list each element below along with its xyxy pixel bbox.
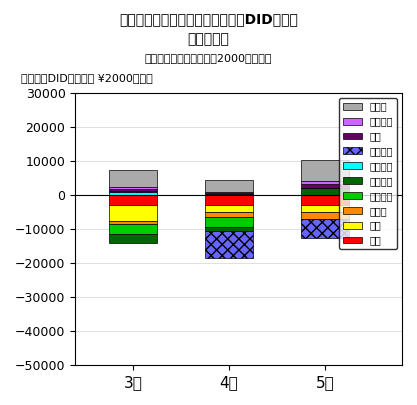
Bar bbox=[205, 217, 253, 227]
Bar bbox=[109, 221, 157, 224]
Bar bbox=[301, 160, 349, 181]
Text: ［関　東］: ［関 東］ bbox=[188, 32, 229, 47]
Bar bbox=[109, 170, 157, 187]
Bar bbox=[301, 212, 349, 219]
Text: 例年とのDID支出額差 ¥2000年実質: 例年とのDID支出額差 ¥2000年実質 bbox=[21, 73, 153, 83]
Bar bbox=[109, 224, 157, 234]
Bar bbox=[205, 194, 253, 195]
Bar bbox=[301, 181, 349, 184]
Bar bbox=[205, 192, 253, 193]
Bar bbox=[205, 227, 253, 231]
Bar bbox=[109, 234, 157, 243]
Bar bbox=[109, 195, 157, 205]
Bar bbox=[301, 195, 349, 205]
Legend: 他支出, 教養娯楽, 教育, 交通通信, 保健医療, 被覆履物, 家具家事, 水光熱, 住居, 食料: 他支出, 教養娯楽, 教育, 交通通信, 保健医療, 被覆履物, 家具家事, 水… bbox=[339, 98, 397, 249]
Bar bbox=[205, 180, 253, 192]
Bar bbox=[205, 231, 253, 258]
Bar bbox=[109, 189, 157, 191]
Bar bbox=[205, 212, 253, 217]
Bar bbox=[301, 205, 349, 212]
Text: 東日本大震災後の費目別家計支出DID変化額: 東日本大震災後の費目別家計支出DID変化額 bbox=[119, 12, 298, 26]
Text: （総務省家計調査月報・2000年実質）: （総務省家計調査月報・2000年実質） bbox=[145, 53, 272, 63]
Bar bbox=[109, 187, 157, 189]
Bar bbox=[109, 205, 157, 221]
Bar bbox=[301, 184, 349, 188]
Bar bbox=[205, 193, 253, 194]
Bar bbox=[109, 191, 157, 192]
Bar bbox=[109, 192, 157, 195]
Bar bbox=[301, 188, 349, 195]
Bar bbox=[205, 195, 253, 205]
Bar bbox=[205, 205, 253, 212]
Bar bbox=[301, 219, 349, 238]
